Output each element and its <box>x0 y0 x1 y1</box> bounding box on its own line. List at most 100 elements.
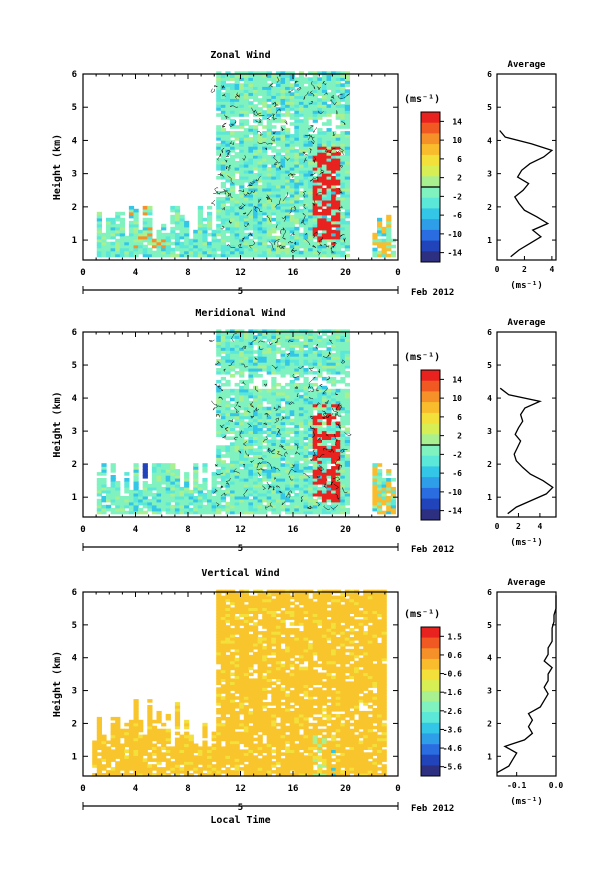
heatmap-cell <box>138 752 144 756</box>
heatmap-cell <box>234 131 240 135</box>
heatmap-cell <box>234 430 240 434</box>
heatmap-cell <box>230 365 236 369</box>
heatmap-cell <box>308 507 314 512</box>
heatmap-cell <box>257 406 263 411</box>
heatmap-cell <box>119 755 125 759</box>
heatmap-cell <box>234 335 240 339</box>
heatmap-cell <box>294 424 300 429</box>
heatmap-cell <box>303 226 309 231</box>
heatmap-cell <box>174 510 181 515</box>
heatmap-cell <box>239 229 245 234</box>
heatmap-cell <box>331 98 337 102</box>
heatmap-cell <box>294 433 300 437</box>
heatmap-cell <box>92 752 98 756</box>
heatmap-cell <box>174 226 181 231</box>
heatmap-cell <box>234 208 240 213</box>
heatmap-cell <box>294 98 300 102</box>
heatmap-cell <box>331 489 337 494</box>
heatmap-cell <box>119 241 125 246</box>
heatmap-cell <box>239 391 245 396</box>
heatmap-cell <box>142 244 148 249</box>
heatmap-cell <box>96 737 102 742</box>
colorbar-tick-label: -14 <box>448 249 463 258</box>
heatmap-cell <box>110 495 116 500</box>
heatmap-cell <box>321 122 328 126</box>
heatmap-cell <box>262 176 268 180</box>
heatmap-cell <box>216 675 222 680</box>
heatmap-cell <box>285 388 291 393</box>
heatmap-cell <box>239 347 245 351</box>
heatmap-cell <box>239 397 245 402</box>
contour-line <box>337 465 343 471</box>
heatmap-cell <box>225 448 231 452</box>
heatmap-cell <box>262 238 268 243</box>
heatmap-cell <box>262 190 268 195</box>
heatmap-cell <box>147 486 153 491</box>
heatmap-cell <box>216 492 222 497</box>
heatmap-cell <box>220 445 226 449</box>
contour-line <box>288 468 297 475</box>
heatmap-cell <box>266 71 272 75</box>
heatmap-cell <box>220 475 226 479</box>
heatmap-cell <box>285 167 291 171</box>
contour-line <box>224 427 229 432</box>
heatmap-cell <box>151 478 158 482</box>
date-label: Feb 2012 <box>411 545 454 555</box>
heatmap-cell <box>216 625 222 629</box>
heatmap-cell <box>294 498 300 503</box>
heatmap-cell <box>216 486 222 491</box>
heatmap-cell <box>142 484 148 488</box>
heatmap-cell <box>253 152 259 156</box>
heatmap-cell <box>335 199 341 204</box>
heatmap-cell <box>321 445 328 449</box>
heatmap-cell <box>156 484 162 488</box>
heatmap-cell <box>239 445 245 449</box>
heatmap-cell <box>179 214 185 219</box>
heatmap-cell <box>335 412 341 417</box>
heatmap-cell <box>275 439 282 443</box>
heatmap-cell <box>110 475 116 479</box>
heatmap-cell <box>142 737 148 742</box>
heatmap-cell <box>321 475 328 479</box>
heatmap-cell <box>101 235 107 240</box>
heatmap-cell <box>321 391 328 396</box>
heatmap-cell <box>202 244 208 249</box>
heatmap-cell <box>151 743 158 748</box>
heatmap-cell <box>156 737 162 742</box>
heatmap-cell <box>372 484 378 488</box>
heatmap-cell <box>285 128 291 132</box>
heatmap-cell <box>308 155 314 159</box>
heatmap-cell <box>216 481 222 485</box>
heatmap-cell <box>317 83 323 87</box>
heatmap-cell <box>271 158 277 162</box>
heatmap-cell <box>225 394 231 399</box>
heatmap-cell <box>344 196 350 201</box>
heatmap-cell <box>96 746 102 750</box>
heatmap-cell <box>303 371 309 375</box>
heatmap-cell <box>174 708 181 712</box>
heatmap-cell <box>225 74 231 78</box>
heatmap-cell <box>285 421 291 426</box>
heatmap-cell <box>285 481 291 485</box>
heatmap-cell <box>216 329 222 333</box>
heatmap-cell <box>335 472 341 476</box>
heatmap-cell <box>193 247 199 252</box>
contour-line <box>259 461 263 464</box>
heatmap-cell <box>243 338 249 342</box>
heatmap-cell <box>294 181 300 186</box>
heatmap-cell <box>294 190 300 195</box>
heatmap-cell <box>128 734 135 739</box>
heatmap-cell <box>133 484 139 488</box>
heatmap-cell <box>257 344 263 348</box>
heatmap-cell <box>262 146 268 150</box>
heatmap-cell <box>253 131 259 135</box>
heatmap-cell <box>344 179 350 183</box>
heatmap-cell <box>253 134 259 138</box>
heatmap-cell <box>248 478 254 482</box>
heatmap-cell <box>317 161 323 165</box>
heatmap-cell <box>234 77 240 81</box>
heatmap-cell <box>308 244 314 249</box>
heatmap-cell <box>161 238 167 243</box>
heatmap-cell <box>239 486 245 491</box>
heatmap-cell <box>335 208 341 213</box>
